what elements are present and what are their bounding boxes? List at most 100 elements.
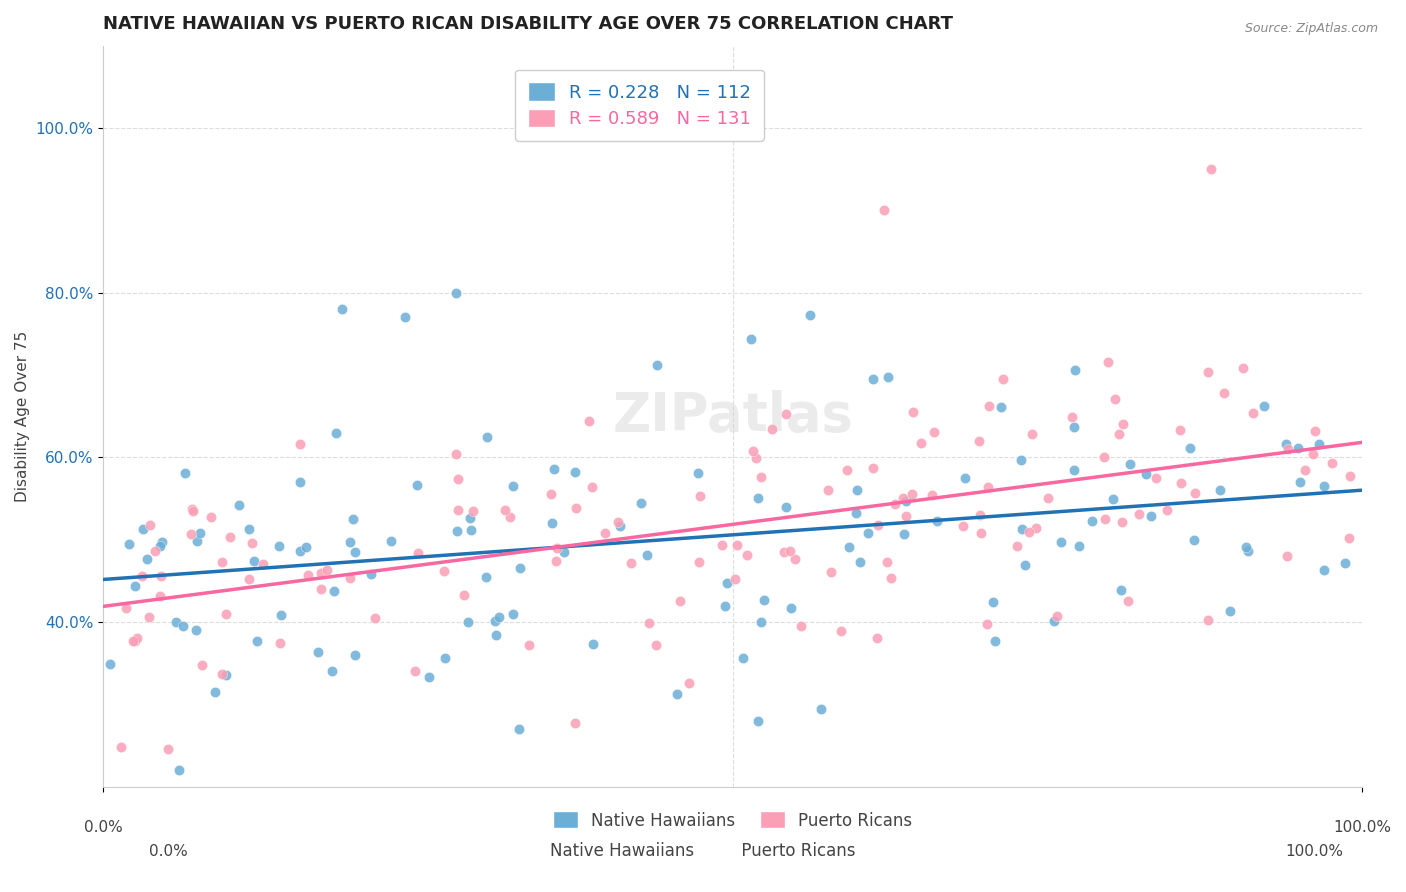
Point <box>544 554 567 568</box>
Point <box>725 538 748 552</box>
Point <box>321 664 343 678</box>
Point <box>1289 475 1312 489</box>
Point <box>1050 534 1073 549</box>
Point <box>922 425 945 439</box>
Point <box>267 539 290 553</box>
Point <box>835 463 858 477</box>
Point <box>733 651 755 665</box>
Point <box>983 634 1005 648</box>
Point <box>484 614 506 628</box>
Point <box>475 570 498 584</box>
Point <box>1199 162 1222 177</box>
Point <box>149 589 172 603</box>
Point <box>270 607 292 622</box>
Point <box>749 615 772 629</box>
Point <box>969 434 991 448</box>
Point <box>238 572 260 586</box>
Point <box>364 611 387 625</box>
Point <box>174 467 197 481</box>
Y-axis label: Disability Age Over 75: Disability Age Over 75 <box>15 331 30 502</box>
Point <box>343 544 366 558</box>
Point <box>181 504 204 518</box>
Point <box>150 569 173 583</box>
Point <box>1334 557 1357 571</box>
Point <box>647 359 669 373</box>
Point <box>1135 467 1157 482</box>
Point <box>502 479 524 493</box>
Point <box>901 487 924 501</box>
Point <box>311 582 333 597</box>
Point <box>541 516 564 530</box>
Point <box>1080 514 1102 528</box>
Point <box>666 687 689 701</box>
Point <box>1212 386 1234 401</box>
Point <box>1036 491 1059 505</box>
Point <box>204 685 226 699</box>
Point <box>339 571 361 585</box>
Text: 100.0%: 100.0% <box>1333 820 1391 835</box>
Point <box>1010 452 1032 467</box>
Point <box>125 632 148 646</box>
Text: ZIPatlas: ZIPatlas <box>612 391 853 442</box>
Point <box>167 764 190 778</box>
Point <box>636 548 658 562</box>
Point <box>502 607 524 621</box>
Point <box>1170 475 1192 490</box>
Point <box>607 516 630 530</box>
Point <box>433 564 456 578</box>
Point <box>565 501 588 516</box>
Point <box>564 715 586 730</box>
Point <box>200 510 222 524</box>
Point <box>927 515 949 529</box>
Point <box>406 546 429 560</box>
Point <box>990 400 1012 414</box>
Text: Native Hawaiians         Puerto Ricans: Native Hawaiians Puerto Ricans <box>550 842 856 860</box>
Point <box>1005 539 1028 553</box>
Point <box>1118 458 1140 472</box>
Point <box>799 308 821 322</box>
Point <box>747 714 769 728</box>
Point <box>845 506 868 520</box>
Point <box>1144 471 1167 485</box>
Point <box>740 332 762 346</box>
Point <box>131 569 153 583</box>
Point <box>790 619 813 633</box>
Point <box>406 477 429 491</box>
Point <box>360 567 382 582</box>
Point <box>543 462 565 476</box>
Point <box>499 509 522 524</box>
Point <box>991 372 1014 386</box>
Point <box>761 422 783 436</box>
Point <box>669 593 692 607</box>
Point <box>849 555 872 569</box>
Point <box>735 548 758 562</box>
Point <box>1014 558 1036 572</box>
Point <box>1097 354 1119 368</box>
Point <box>307 645 329 659</box>
Point <box>910 435 932 450</box>
Point <box>404 664 426 678</box>
Point <box>132 522 155 536</box>
Point <box>620 556 643 570</box>
Point <box>269 636 291 650</box>
Point <box>868 518 890 533</box>
Point <box>1021 427 1043 442</box>
Point <box>433 650 456 665</box>
Point <box>488 610 510 624</box>
Point <box>630 496 652 510</box>
Point <box>124 578 146 592</box>
Point <box>1312 563 1334 577</box>
Point <box>143 543 166 558</box>
Point <box>772 545 794 559</box>
Point <box>1234 540 1257 554</box>
Point <box>884 497 907 511</box>
Point <box>394 310 416 325</box>
Point <box>191 658 214 673</box>
Point <box>546 541 568 556</box>
Point <box>475 430 498 444</box>
Point <box>1303 424 1326 438</box>
Point <box>494 503 516 517</box>
Point <box>1063 463 1085 477</box>
Point <box>723 572 745 586</box>
Point <box>775 500 797 514</box>
